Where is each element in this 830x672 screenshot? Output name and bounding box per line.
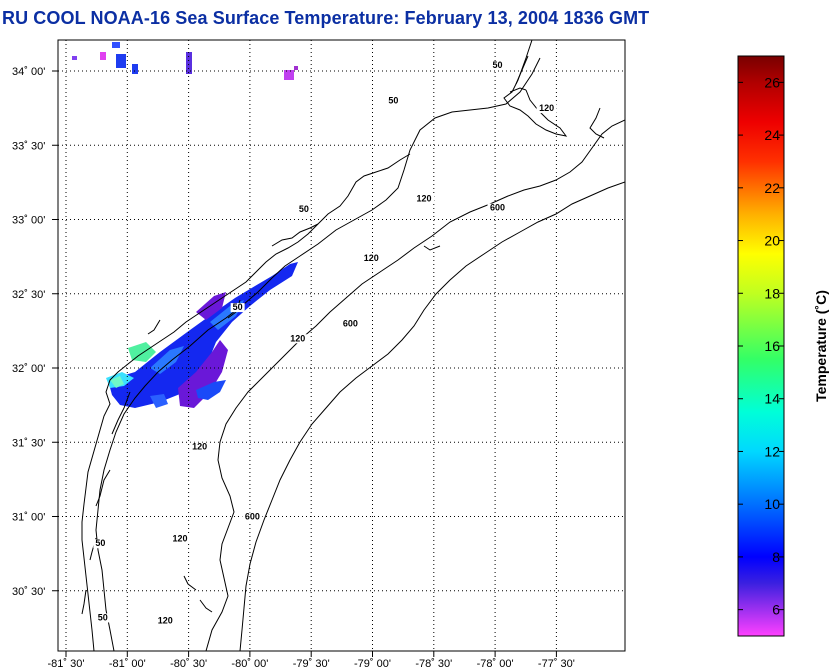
- colorbar: 6 8 10 12 14 16 18 20 22 24 26 Temperature (˚C): [737, 55, 829, 637]
- isobath-120m: [205, 119, 625, 651]
- colorbar-ramp: [737, 55, 785, 637]
- lat-tick-label: 33˚ 30': [12, 140, 45, 152]
- contour-label-bg: [490, 61, 505, 71]
- grid-lines: [52, 40, 625, 657]
- sst-patch-green: [128, 342, 156, 362]
- sst-patch-lightblue: [150, 346, 184, 374]
- contour-label: 120: [416, 194, 431, 204]
- contour-label: 120: [364, 253, 379, 263]
- lat-tick-label: 31˚ 30': [12, 437, 45, 449]
- sst-pixel: [284, 70, 294, 80]
- contour-label: 50: [233, 302, 243, 312]
- isobath-50m: [95, 57, 541, 651]
- lat-tick-label: 33˚ 00': [12, 215, 45, 227]
- sst-pixel: [72, 56, 77, 60]
- colorbar-tick-label: 8: [772, 549, 780, 565]
- lat-tick-label: 32˚ 30': [12, 289, 45, 301]
- latitude-tick-labels: 34˚ 00' 33˚ 30' 33˚ 00' 32˚ 30' 32˚ 00' 31˚ 3…: [12, 66, 45, 598]
- coastline: [81, 40, 605, 651]
- sst-pixel: [112, 42, 120, 48]
- colorbar-label: Temperature (˚C): [813, 290, 829, 402]
- colorbar-tick-label: 14: [764, 391, 780, 407]
- colorbar-tick-label: 12: [764, 443, 780, 459]
- colorbar-tick-label: 22: [764, 180, 780, 196]
- contour-label: 600: [245, 511, 260, 521]
- lon-tick-label: -78˚ 30': [415, 658, 452, 670]
- contour-label-bg: [287, 334, 308, 344]
- lat-tick-label: 31˚ 00': [12, 512, 45, 524]
- map-title: RU COOL NOAA-16 Sea Surface Temperature:…: [2, 8, 650, 28]
- lon-tick-label: -78˚ 00': [477, 658, 514, 670]
- colorbar-tick-marks: [738, 81, 784, 611]
- coastline-mainland: [81, 40, 568, 651]
- contour-label-bg: [170, 534, 191, 544]
- sst-pixel: [100, 52, 106, 60]
- sst-pixel: [116, 54, 126, 68]
- contour-label-bg: [386, 96, 401, 106]
- longitude-tick-labels: -81˚ 30' -81˚ 00' -80˚ 30' -80˚ 00' -79˚ 30'…: [48, 658, 575, 670]
- lon-tick-label: -79˚ 00': [354, 658, 391, 670]
- colorbar-tick-label: 6: [772, 602, 780, 618]
- contour-label-bg: [230, 303, 245, 313]
- colorbar-tick-label: 10: [764, 496, 780, 512]
- contour-label: 50: [299, 204, 309, 214]
- contour-label: 120: [290, 333, 305, 343]
- lon-tick-label: -80˚ 30': [170, 658, 207, 670]
- contour-label-bg: [242, 512, 263, 522]
- contour-label-bg: [95, 613, 110, 623]
- contour-label: 120: [192, 442, 207, 452]
- contour-label: 50: [98, 612, 108, 622]
- sst-patch-offshore: [150, 394, 168, 408]
- contour-label: 600: [343, 318, 358, 328]
- contour-label: 50: [493, 60, 503, 70]
- contour-label-bg: [413, 194, 434, 204]
- sst-patch-purple: [178, 340, 228, 408]
- lon-tick-label: -80˚ 00': [231, 658, 268, 670]
- contour-label: 120: [158, 615, 173, 625]
- isobath-600m: [239, 181, 625, 651]
- contour-label: 600: [490, 203, 505, 213]
- contour-label-bg: [155, 616, 176, 626]
- colorbar-tick-label: 26: [764, 74, 780, 90]
- map-frame: [57, 39, 626, 652]
- colorbar-tick-label: 24: [764, 127, 780, 143]
- contour-label: 120: [539, 103, 554, 113]
- contour-label-bg: [340, 319, 361, 329]
- contour-labels: 50 50 120 50 120 600 120 50 120 600 120 600 50 120 50 1…: [93, 60, 557, 626]
- coastline-islands: [81, 55, 605, 615]
- contour-label-bg: [189, 442, 210, 452]
- sst-pixel: [132, 64, 138, 74]
- contour-label-bg: [487, 203, 508, 213]
- lat-tick-label: 30˚ 30': [12, 586, 45, 598]
- sst-patch-green: [110, 376, 124, 388]
- contour-label-bg: [361, 254, 382, 264]
- contour-label-bg: [93, 539, 108, 549]
- sst-data-layer: [72, 42, 298, 408]
- colorbar-tick-label: 18: [764, 285, 780, 301]
- colorbar-tick-labels: 6 8 10 12 14 16 18 20 22 24 26: [764, 74, 780, 617]
- contour-label: 120: [173, 534, 188, 544]
- lat-tick-label: 34˚ 00': [12, 66, 45, 78]
- lon-tick-label: -81˚ 00': [109, 658, 146, 670]
- contour-label-bg: [536, 104, 557, 114]
- sst-pixel: [294, 66, 298, 70]
- contour-label-bg: [296, 205, 311, 215]
- lon-tick-label: -81˚ 30': [48, 658, 85, 670]
- lon-tick-label: -79˚ 30': [293, 658, 330, 670]
- sst-patch-purple: [196, 292, 226, 320]
- sst-patch-offshore: [196, 380, 226, 400]
- colorbar-tick-label: 20: [764, 233, 780, 249]
- contour-label: 50: [388, 96, 398, 106]
- bathymetry-contours: [95, 57, 625, 651]
- lon-tick-label: -77˚ 30': [538, 658, 575, 670]
- sst-pixel: [186, 52, 192, 74]
- lat-tick-label: 32˚ 00': [12, 363, 45, 375]
- contour-label: 50: [95, 538, 105, 548]
- colorbar-tick-label: 16: [764, 338, 780, 354]
